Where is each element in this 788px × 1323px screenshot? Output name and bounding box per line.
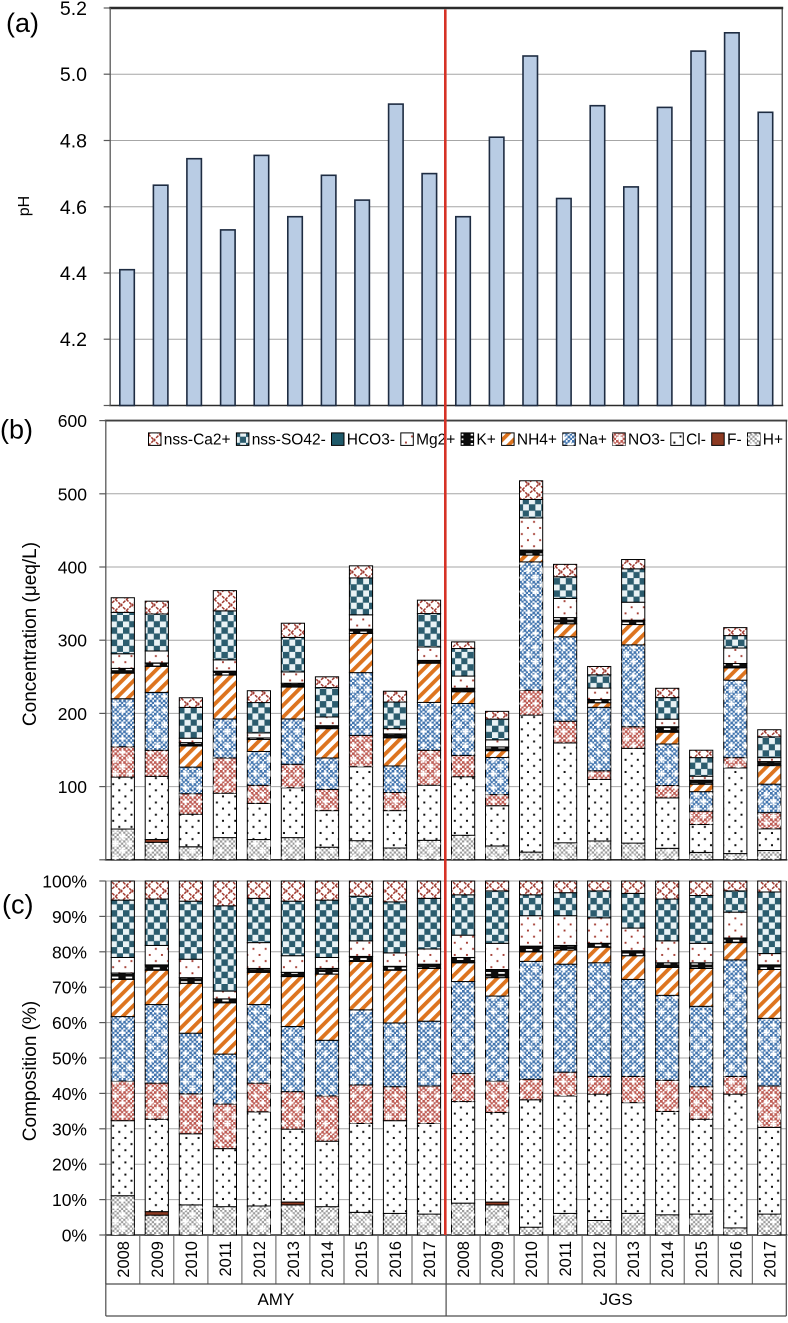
svg-text:4.6: 4.6 [60, 197, 87, 219]
svg-text:nss-Ca2+: nss-Ca2+ [164, 432, 231, 449]
svg-text:4.2: 4.2 [60, 329, 87, 351]
svg-text:2012: 2012 [251, 1241, 269, 1278]
svg-text:600: 600 [58, 411, 87, 431]
svg-text:5.2: 5.2 [60, 0, 87, 20]
svg-text:JGS: JGS [600, 1290, 633, 1309]
svg-text:AMY: AMY [257, 1290, 294, 1309]
svg-text:2010: 2010 [523, 1241, 541, 1278]
svg-text:2010: 2010 [183, 1241, 201, 1278]
svg-text:K+: K+ [476, 432, 495, 449]
svg-text:70%: 70% [52, 978, 87, 998]
svg-text:NH4+: NH4+ [517, 432, 557, 449]
svg-text:nss-SO42-: nss-SO42- [252, 432, 326, 449]
svg-text:2016: 2016 [387, 1241, 405, 1278]
svg-text:2015: 2015 [353, 1241, 371, 1278]
svg-text:30%: 30% [52, 1119, 87, 1139]
svg-text:40%: 40% [52, 1084, 87, 1104]
svg-text:2011: 2011 [557, 1241, 575, 1276]
svg-text:300: 300 [58, 631, 87, 651]
svg-text:2011: 2011 [217, 1241, 235, 1276]
svg-text:200: 200 [58, 704, 87, 724]
svg-text:H+: H+ [763, 432, 783, 449]
svg-text:Na+: Na+ [578, 432, 607, 449]
svg-text:Concentration (μeq/L): Concentration (μeq/L) [20, 542, 41, 726]
svg-text:500: 500 [58, 484, 87, 504]
svg-text:2017: 2017 [421, 1241, 439, 1278]
svg-text:2015: 2015 [693, 1241, 711, 1278]
svg-text:50%: 50% [52, 1049, 87, 1069]
svg-text:2013: 2013 [625, 1241, 643, 1278]
svg-text:10%: 10% [52, 1190, 87, 1210]
svg-text:400: 400 [58, 558, 87, 578]
svg-text:Cl-: Cl- [686, 432, 706, 449]
svg-text:4.4: 4.4 [60, 263, 87, 285]
svg-text:(b): (b) [0, 415, 33, 445]
svg-text:90%: 90% [52, 907, 87, 927]
svg-text:2008: 2008 [455, 1241, 473, 1278]
svg-text:0%: 0% [62, 1226, 87, 1246]
svg-text:2017: 2017 [761, 1241, 779, 1278]
svg-text:Composition (%): Composition (%) [20, 1001, 41, 1141]
svg-text:(a): (a) [6, 8, 39, 38]
svg-text:20%: 20% [52, 1155, 87, 1175]
svg-text:pH: pH [16, 196, 33, 216]
svg-text:(c): (c) [2, 890, 33, 920]
svg-text:4.8: 4.8 [60, 131, 87, 153]
svg-text:100: 100 [58, 777, 87, 797]
svg-text:2009: 2009 [489, 1241, 507, 1278]
svg-text:80%: 80% [52, 942, 87, 962]
svg-text:NO3-: NO3- [628, 432, 665, 449]
svg-text:2014: 2014 [319, 1241, 337, 1278]
svg-text:5.0: 5.0 [60, 64, 87, 86]
svg-text:2008: 2008 [115, 1241, 133, 1278]
svg-text:2014: 2014 [659, 1241, 677, 1278]
svg-text:F-: F- [727, 432, 742, 449]
svg-text:HCO3-: HCO3- [347, 432, 395, 449]
svg-text:2016: 2016 [727, 1241, 745, 1278]
svg-text:2009: 2009 [149, 1241, 167, 1278]
svg-text:60%: 60% [52, 1013, 87, 1033]
svg-text:2012: 2012 [591, 1241, 609, 1278]
svg-text:100%: 100% [42, 872, 87, 892]
svg-text:2013: 2013 [285, 1241, 303, 1278]
svg-text:Mg2+: Mg2+ [416, 432, 455, 449]
